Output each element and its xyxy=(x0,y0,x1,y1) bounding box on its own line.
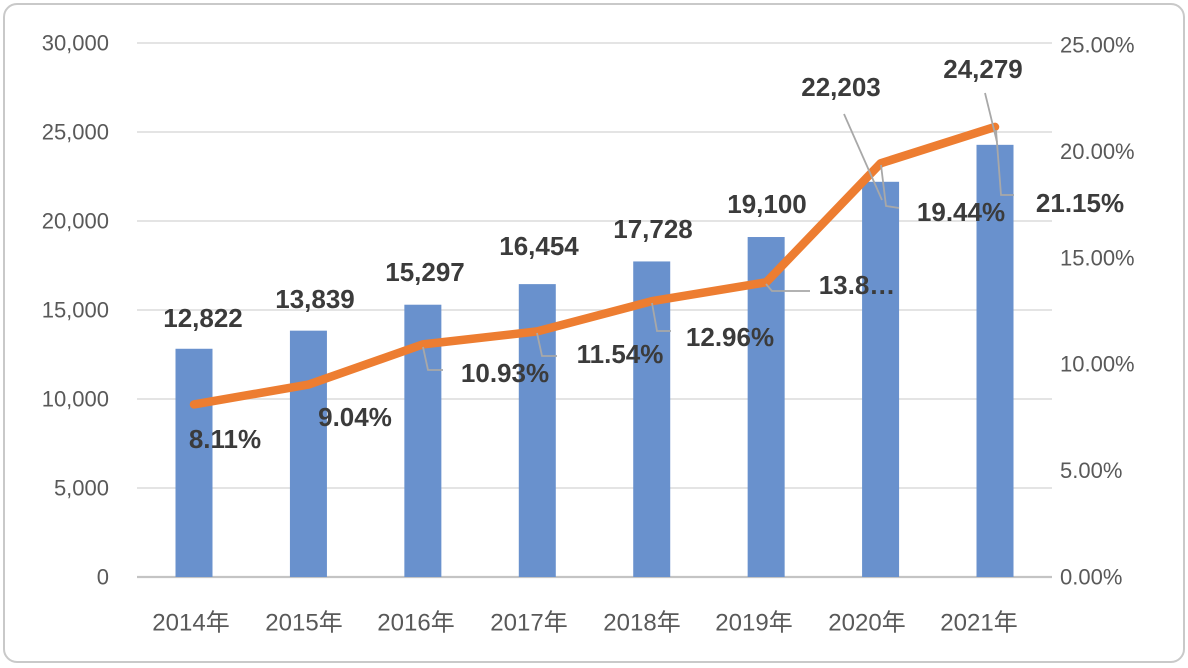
bar-label: 19,100 xyxy=(727,189,807,219)
x-axis-label: 2014年 xyxy=(152,610,229,637)
right-axis-tick-label: 15.00% xyxy=(1060,245,1135,270)
bar-2015 xyxy=(290,331,327,577)
left-axis-tick-label: 10,000 xyxy=(42,387,109,412)
bar-label: 24,279 xyxy=(943,54,1023,84)
bar-2020 xyxy=(862,182,899,577)
bar-label: 17,728 xyxy=(613,214,693,244)
left-axis-tick-label: 30,000 xyxy=(42,31,109,56)
left-axis-tick-label: 25,000 xyxy=(42,120,109,145)
left-axis-tick-label: 0 xyxy=(97,565,109,590)
line-label: 10.93% xyxy=(461,358,549,388)
right-axis-tick-label: 20.00% xyxy=(1060,139,1135,164)
right-axis-tick-label: 5.00% xyxy=(1060,458,1122,483)
x-axis-label: 2017年 xyxy=(490,610,567,637)
left-axis-tick-label: 15,000 xyxy=(42,298,109,323)
line-label: 11.54% xyxy=(577,339,664,369)
right-axis-tick-label: 10.00% xyxy=(1060,352,1135,377)
right-axis-tick-label: 25.00% xyxy=(1060,33,1135,58)
line-label: 12.96% xyxy=(686,322,774,352)
line-label: 19.44% xyxy=(917,197,1005,227)
leader-line xyxy=(985,93,997,142)
line-label: 9.04% xyxy=(318,402,392,432)
x-axis-label: 2015年 xyxy=(265,610,342,637)
bar-label: 12,822 xyxy=(163,303,243,333)
bar-label: 22,203 xyxy=(801,72,881,102)
right-axis-tick-label: 0.00% xyxy=(1060,565,1122,590)
bar-label: 15,297 xyxy=(385,257,465,287)
x-axis-label: 2020年 xyxy=(828,610,905,637)
x-axis-label: 2021年 xyxy=(940,610,1017,637)
bar-label: 13,839 xyxy=(275,284,355,314)
x-axis-label: 2016年 xyxy=(377,610,454,637)
x-axis-label: 2019年 xyxy=(715,610,792,637)
chart-card: 12,822 13,839 15,297 16,454 17,728 19,100 22,2… xyxy=(3,3,1185,663)
bar-label: 16,454 xyxy=(499,231,579,261)
line-label: 21.15% xyxy=(1036,188,1124,218)
x-axis-label: 2018年 xyxy=(603,610,680,637)
bar-2014 xyxy=(176,349,213,577)
left-axis-tick-label: 20,000 xyxy=(42,209,109,234)
line-label: 8.11% xyxy=(189,424,261,454)
left-axis-tick-label: 5,000 xyxy=(54,476,109,501)
line-label: 13.8… xyxy=(819,270,896,300)
